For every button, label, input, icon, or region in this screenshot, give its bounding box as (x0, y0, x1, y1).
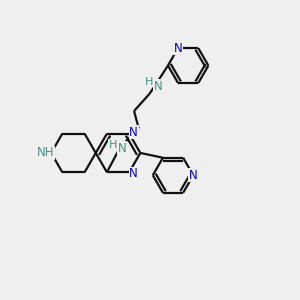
Text: N: N (129, 126, 138, 139)
Text: N: N (189, 169, 198, 182)
Text: N: N (117, 142, 126, 155)
Text: NH: NH (37, 146, 54, 160)
Text: N: N (174, 42, 182, 55)
Text: H: H (145, 77, 154, 87)
Text: N: N (129, 167, 138, 180)
Text: N: N (154, 80, 163, 93)
Text: H: H (109, 140, 117, 150)
